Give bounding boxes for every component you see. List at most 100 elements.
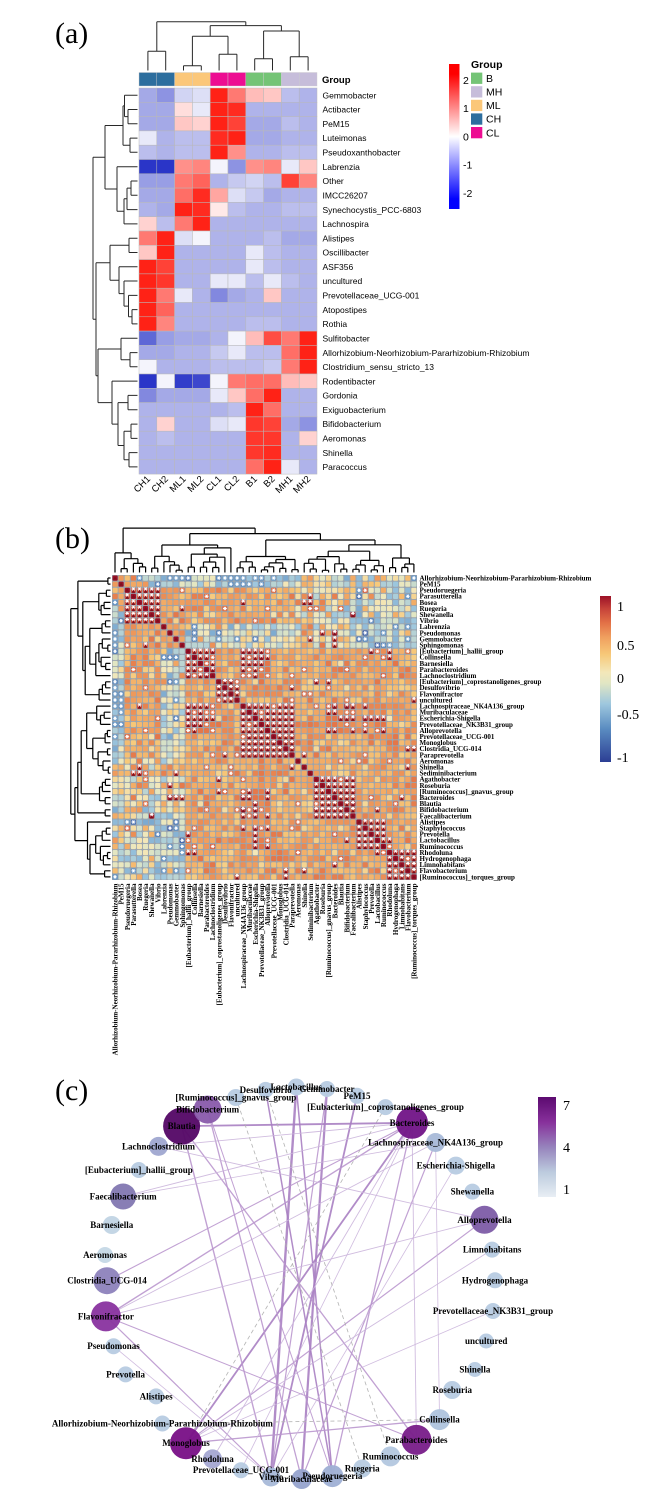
svg-text:IMCC26207: IMCC26207 (323, 191, 369, 201)
svg-text:1: 1 (563, 1183, 570, 1198)
svg-text:Shinella: Shinella (420, 764, 445, 772)
svg-text:Prevotella: Prevotella (420, 831, 451, 839)
svg-text:Shewanella: Shewanella (420, 611, 454, 619)
svg-text:ASF356: ASF356 (323, 262, 354, 272)
svg-text:[Eubacterium]_coprostanoligene: [Eubacterium]_coprostanoligenes_group (307, 1102, 464, 1112)
svg-text:Gemmobacter: Gemmobacter (420, 635, 463, 643)
svg-text:Staphylococcus: Staphylococcus (420, 825, 466, 833)
svg-text:Synechocystis_PCC-6803: Synechocystis_PCC-6803 (323, 205, 422, 215)
svg-text:Ruminococcus: Ruminococcus (380, 883, 388, 927)
svg-text:Barnesiella: Barnesiella (420, 660, 454, 668)
svg-text:Clostridium_sensu_stricto_13: Clostridium_sensu_stricto_13 (323, 362, 435, 372)
svg-text:7: 7 (563, 1099, 570, 1114)
svg-text:Limnohabitans: Limnohabitans (420, 861, 466, 869)
svg-text:Lachnospiraceae_NK4A136_group: Lachnospiraceae_NK4A136_group (240, 883, 248, 988)
svg-text:Blautia: Blautia (420, 800, 442, 808)
svg-text:Sphingomonas: Sphingomonas (179, 883, 187, 927)
svg-text:Labrenzia: Labrenzia (161, 883, 169, 914)
svg-text:Bifidobacterium: Bifidobacterium (323, 419, 382, 429)
svg-text:Sediminibacterium: Sediminibacterium (307, 883, 315, 940)
svg-text:Clostridia_UCG-014: Clostridia_UCG-014 (282, 883, 290, 945)
svg-text:(a): (a) (55, 17, 88, 50)
svg-text:Lactobacillus: Lactobacillus (271, 1082, 323, 1092)
svg-text:uncultured: uncultured (420, 696, 453, 704)
svg-text:[Ruminococcus]_torques_group: [Ruminococcus]_torques_group (420, 873, 516, 881)
svg-text:Allorhizobium-Neorhizobium-Par: Allorhizobium-Neorhizobium-Pararhizobium… (323, 348, 530, 358)
svg-text:Parabacteroides: Parabacteroides (420, 666, 469, 674)
svg-text:PeM15: PeM15 (118, 883, 126, 904)
svg-text:Alistipes: Alistipes (356, 883, 364, 909)
svg-text:Ruminococcus: Ruminococcus (420, 843, 464, 851)
svg-text:Bacteroides: Bacteroides (331, 883, 339, 918)
svg-text:Gemmobacter: Gemmobacter (323, 90, 377, 100)
svg-text:Allorhizobium-Neorhizobium-Par: Allorhizobium-Neorhizobium-Pararhizobium… (420, 574, 592, 582)
svg-text:Pseudoruegeria: Pseudoruegeria (420, 587, 467, 595)
svg-text:Faecalibacterium: Faecalibacterium (350, 883, 358, 935)
svg-text:Blautia: Blautia (168, 1121, 197, 1131)
svg-text:Prevotellaceae_NK3B31_group: Prevotellaceae_NK3B31_group (420, 721, 514, 729)
svg-text:Clostridia_UCG-014: Clostridia_UCG-014 (420, 745, 482, 753)
svg-text:Barnesiella: Barnesiella (90, 1220, 133, 1230)
svg-text:Pseudomonas: Pseudomonas (87, 1341, 140, 1351)
svg-text:Monoglobus: Monoglobus (420, 739, 457, 747)
svg-text:Oscillibacter: Oscillibacter (323, 248, 369, 258)
svg-text:Flavonifractor: Flavonifractor (228, 884, 236, 928)
svg-text:Rothia: Rothia (323, 319, 348, 329)
svg-text:Clostridia_UCG-014: Clostridia_UCG-014 (67, 1276, 147, 1286)
svg-text:Luteimonas: Luteimonas (323, 133, 367, 143)
svg-text:Pseudoruegeria: Pseudoruegeria (124, 883, 132, 930)
svg-text:Alistipes: Alistipes (323, 233, 355, 243)
svg-text:CH: CH (486, 114, 501, 126)
svg-text:Allorhizobium-Neorhizobium-Par: Allorhizobium-Neorhizobium-Pararhizobium… (112, 883, 120, 1055)
svg-text:Roseburia: Roseburia (319, 883, 327, 914)
svg-text:CL: CL (486, 127, 500, 139)
svg-text:Lactobacillus: Lactobacillus (374, 883, 382, 923)
svg-text:Lachnospira: Lachnospira (323, 219, 370, 229)
svg-text:Bifidobacterium: Bifidobacterium (343, 883, 351, 932)
svg-text:Flavonifractor: Flavonifractor (420, 690, 464, 698)
svg-text:Alloprevotella: Alloprevotella (264, 883, 272, 926)
svg-text:Exiguobacterium: Exiguobacterium (323, 405, 386, 415)
svg-text:Prevotella: Prevotella (106, 1369, 145, 1379)
svg-text:Pseudomonas: Pseudomonas (420, 629, 461, 637)
svg-text:ML: ML (486, 100, 501, 112)
svg-text:Monoglobus: Monoglobus (162, 1438, 210, 1448)
svg-text:Ruminococcus: Ruminococcus (362, 1451, 418, 1461)
svg-text:Faecalibacterium: Faecalibacterium (90, 1192, 157, 1202)
svg-text:-1: -1 (617, 751, 629, 766)
svg-text:Agathobacter: Agathobacter (420, 776, 461, 784)
svg-text:Desulfovibrio: Desulfovibrio (420, 684, 461, 692)
svg-text:[Ruminococcus]_gnavus_group: [Ruminococcus]_gnavus_group (175, 1093, 296, 1103)
svg-text:Paraprevotella: Paraprevotella (420, 751, 465, 759)
svg-text:Parabacteroides: Parabacteroides (203, 883, 211, 932)
svg-text:B: B (486, 73, 493, 85)
svg-text:Faecalibacterium: Faecalibacterium (420, 812, 472, 820)
svg-text:0.5: 0.5 (617, 639, 635, 654)
svg-text:Other: Other (323, 176, 344, 186)
svg-text:Parasutterella: Parasutterella (420, 593, 463, 601)
svg-text:1: 1 (463, 103, 469, 115)
svg-text:Bosea: Bosea (136, 883, 144, 901)
svg-text:Ruegeria: Ruegeria (420, 605, 448, 613)
svg-text:2: 2 (463, 75, 469, 87)
svg-text:Pseudomonas: Pseudomonas (167, 883, 175, 924)
svg-text:Labrenzia: Labrenzia (420, 623, 451, 631)
svg-text:-1: -1 (463, 160, 472, 172)
svg-text:Ruegeria: Ruegeria (345, 1464, 380, 1474)
svg-text:Allorhizobium-Neorhizobium-Par: Allorhizobium-Neorhizobium-Pararhizobium… (52, 1419, 273, 1429)
svg-text:Parabacteroides: Parabacteroides (385, 1435, 448, 1445)
svg-text:Desulfovibrio: Desulfovibrio (222, 883, 230, 924)
svg-text:Lachnoclostridium: Lachnoclostridium (122, 1141, 196, 1151)
svg-text:Shewanella: Shewanella (148, 883, 156, 917)
svg-text:[Ruminococcus]_gnavus_group: [Ruminococcus]_gnavus_group (325, 883, 333, 977)
svg-text:Roseburia: Roseburia (420, 782, 451, 790)
svg-text:Hydrogenophaga: Hydrogenophaga (462, 1275, 529, 1285)
svg-text:Pseudoruegeria: Pseudoruegeria (302, 1471, 362, 1481)
svg-text:Hydrogenophaga: Hydrogenophaga (392, 883, 400, 935)
svg-text:Agathobacter: Agathobacter (313, 884, 321, 925)
svg-text:Prevotellaceae_UCG-001: Prevotellaceae_UCG-001 (420, 733, 495, 741)
svg-text:[Eubacterium]_hallii_group: [Eubacterium]_hallii_group (420, 648, 504, 656)
svg-text:(b): (b) (55, 522, 90, 555)
svg-text:Collinsella: Collinsella (419, 1415, 460, 1425)
svg-text:Sphingomonas: Sphingomonas (420, 642, 464, 650)
